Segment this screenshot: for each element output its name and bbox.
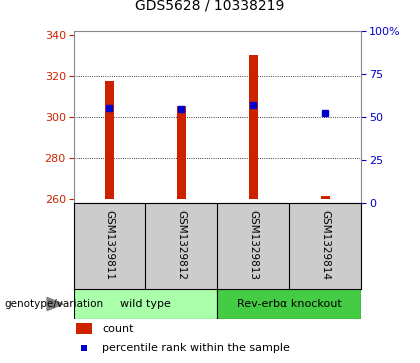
Text: GSM1329811: GSM1329811 [105, 210, 115, 280]
Bar [105, 81, 114, 199]
Bar [74, 289, 218, 319]
Text: percentile rank within the sample: percentile rank within the sample [102, 343, 290, 353]
Text: GSM1329813: GSM1329813 [248, 210, 258, 280]
Polygon shape [47, 298, 63, 310]
Text: GDS5628 / 10338219: GDS5628 / 10338219 [135, 0, 285, 13]
Text: GSM1329812: GSM1329812 [176, 210, 186, 280]
Text: count: count [102, 324, 134, 334]
Bar [177, 106, 186, 199]
Bar [249, 56, 257, 199]
Bar [321, 196, 330, 199]
Text: Rev-erbα knockout: Rev-erbα knockout [237, 299, 341, 309]
Text: genotype/variation: genotype/variation [4, 299, 103, 309]
Text: GSM1329814: GSM1329814 [320, 210, 330, 280]
Bar [76, 323, 92, 334]
Text: wild type: wild type [120, 299, 171, 309]
Bar [218, 289, 361, 319]
